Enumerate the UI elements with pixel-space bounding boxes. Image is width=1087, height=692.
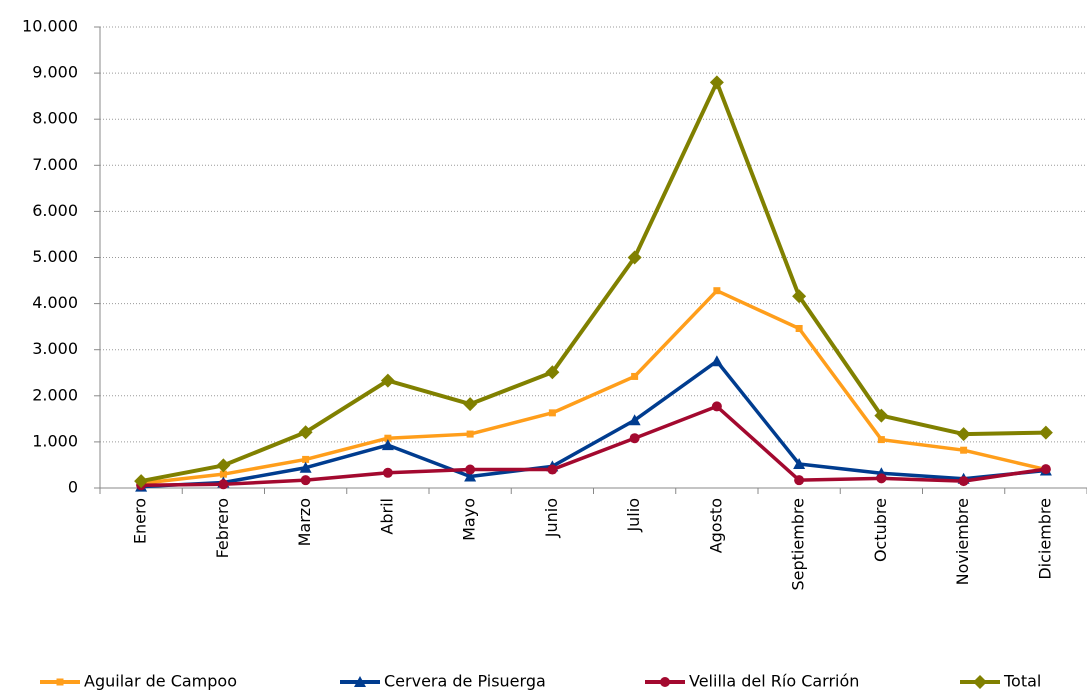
x-tick-label: Abril — [377, 498, 396, 535]
marker — [711, 401, 722, 412]
y-tick-label: 1.000 — [32, 431, 78, 450]
series-line — [141, 404, 1047, 487]
marker — [660, 677, 670, 687]
marker — [463, 397, 478, 412]
marker — [1038, 425, 1053, 440]
x-tick-label: Septiembre — [789, 498, 808, 591]
y-tick-label: 0 — [68, 478, 78, 497]
marker — [381, 439, 394, 451]
marker — [465, 464, 476, 475]
y-tick-label: 3.000 — [32, 339, 78, 358]
y-tick-label: 2.000 — [32, 385, 78, 404]
marker — [354, 676, 366, 687]
series-line — [141, 359, 1047, 489]
marker — [794, 475, 805, 486]
series-line — [140, 80, 1046, 484]
marker — [973, 675, 987, 689]
marker — [298, 425, 313, 440]
x-tick-label: Junio — [542, 498, 561, 538]
x-tick-label: Febrero — [213, 498, 232, 558]
marker — [384, 434, 392, 442]
marker — [710, 355, 723, 367]
marker — [627, 250, 642, 265]
marker — [877, 436, 885, 444]
marker — [631, 372, 639, 380]
marker — [464, 470, 477, 482]
y-tick-label: 9.000 — [32, 63, 78, 82]
marker — [793, 458, 806, 470]
marker — [956, 427, 971, 442]
marker — [792, 289, 807, 304]
x-tick-label: Agosto — [706, 498, 725, 553]
x-tick-label: Mayo — [460, 498, 479, 541]
y-tick-label: 4.000 — [32, 293, 78, 312]
marker — [219, 470, 227, 478]
y-tick-label: 8.000 — [32, 109, 78, 128]
marker — [218, 479, 229, 490]
legend-label: Total — [1003, 672, 1041, 691]
y-tick-label: 7.000 — [32, 155, 78, 174]
marker — [300, 475, 311, 486]
marker — [134, 474, 149, 489]
y-tick-label: 6.000 — [32, 201, 78, 220]
marker — [1040, 464, 1051, 475]
marker — [876, 473, 887, 484]
marker — [960, 446, 968, 454]
x-tick-label: Noviembre — [953, 498, 972, 585]
marker — [874, 408, 889, 423]
y-tick-label: 5.000 — [32, 247, 78, 266]
x-tick-label: Enero — [131, 498, 150, 544]
marker — [709, 75, 724, 90]
marker — [380, 373, 395, 388]
marker — [56, 678, 64, 686]
marker — [795, 324, 803, 332]
marker — [299, 461, 312, 473]
marker — [466, 430, 474, 438]
legend-label: Aguilar de Campoo — [84, 672, 237, 691]
marker — [548, 409, 556, 417]
series-line — [140, 288, 1047, 486]
marker — [382, 467, 393, 478]
marker — [545, 365, 560, 380]
x-tick-label: Marzo — [295, 498, 314, 546]
legend-label: Velilla del Río Carrión — [689, 672, 859, 691]
marker — [958, 476, 969, 487]
marker — [216, 458, 231, 473]
marker — [547, 464, 558, 475]
x-tick-label: Octubre — [871, 498, 890, 562]
x-tick-label: Diciembre — [1035, 498, 1054, 580]
y-tick-label: 10.000 — [22, 17, 78, 36]
marker — [302, 455, 310, 463]
marker — [628, 414, 641, 426]
marker — [713, 287, 721, 295]
marker — [629, 433, 640, 444]
legend-label: Cervera de Pisuerga — [384, 672, 546, 691]
x-tick-label: Julio — [624, 498, 643, 533]
